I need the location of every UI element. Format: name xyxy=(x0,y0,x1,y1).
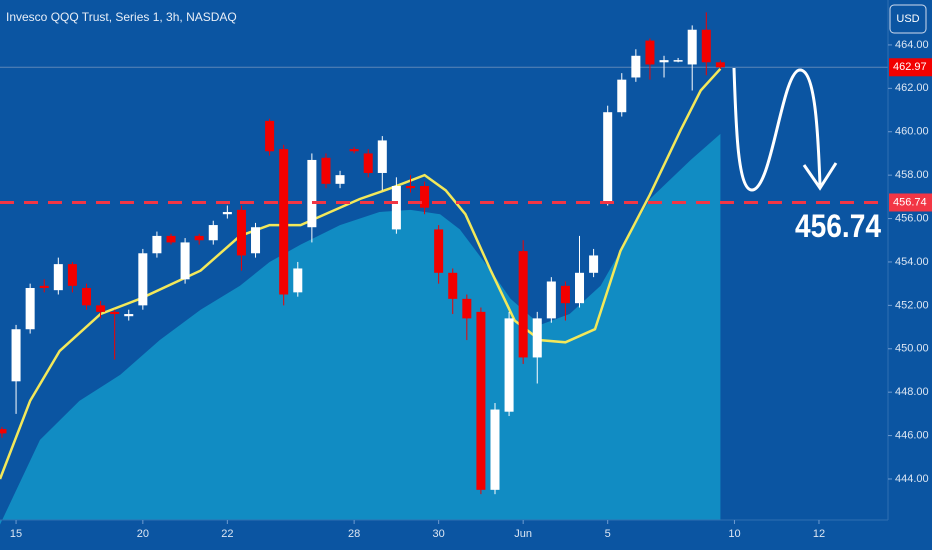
candle-body xyxy=(11,329,21,382)
candle-body xyxy=(715,62,725,68)
candle-body xyxy=(321,157,331,184)
candle-body xyxy=(405,185,415,189)
candle-body xyxy=(420,185,430,208)
candle-body xyxy=(377,140,387,173)
candle-body xyxy=(504,318,514,412)
y-tick-label: 444.00 xyxy=(895,473,929,485)
candle-body xyxy=(490,409,500,490)
y-tick-label: 454.00 xyxy=(895,256,929,268)
candle-body xyxy=(138,253,148,306)
candle-body xyxy=(687,29,697,65)
x-tick-label: 5 xyxy=(605,528,611,540)
candle-body xyxy=(603,112,613,202)
x-tick-label: Jun xyxy=(514,528,532,540)
candle-body xyxy=(39,285,49,288)
candle-body xyxy=(335,175,345,184)
y-tick-label: 460.00 xyxy=(895,126,929,138)
candle-body xyxy=(448,272,458,299)
x-tick-label: 12 xyxy=(813,528,825,540)
candle-body xyxy=(251,227,261,254)
y-tick-label: 464.00 xyxy=(895,39,929,51)
candle-body xyxy=(67,264,77,286)
x-tick-label: 10 xyxy=(728,528,740,540)
candle-body xyxy=(25,287,35,330)
candle-body xyxy=(0,429,7,434)
candle-body xyxy=(53,264,63,291)
candle-body xyxy=(462,298,472,319)
candle-body xyxy=(631,55,641,78)
y-tick-label: 456.00 xyxy=(895,212,929,224)
candle-body xyxy=(81,287,91,306)
candle-body xyxy=(293,268,303,293)
candle-body xyxy=(673,60,683,62)
x-tick-label: 30 xyxy=(433,528,445,540)
currency-button[interactable] xyxy=(889,4,927,34)
last-price-box xyxy=(889,58,932,77)
candle-body xyxy=(236,209,246,256)
candle-body xyxy=(645,40,655,65)
last-price-label: 462.97 xyxy=(893,61,927,73)
candle-body xyxy=(166,235,176,243)
candle-body xyxy=(701,29,711,63)
y-tick-label: 458.00 xyxy=(895,169,929,181)
candle-body xyxy=(589,255,599,273)
candle-body xyxy=(152,235,162,254)
candle-body xyxy=(518,251,528,358)
candle-body xyxy=(546,281,556,319)
x-tick-label: 28 xyxy=(348,528,360,540)
y-tick-label: 450.00 xyxy=(895,343,929,355)
candle-body xyxy=(391,185,401,230)
forecast-arrow xyxy=(732,67,822,192)
chart-title: Invesco QQQ Trust, Series 1, 3h, NASDAQ xyxy=(6,10,237,24)
candle-body xyxy=(575,272,585,304)
level-annotation: 456.74 xyxy=(795,208,881,244)
candle-body xyxy=(560,285,570,304)
candle-body xyxy=(617,79,627,113)
candle-body xyxy=(532,318,542,358)
plot-area xyxy=(0,12,888,525)
candle-body xyxy=(476,311,486,490)
candle-body xyxy=(194,235,204,241)
candle-body xyxy=(307,159,317,228)
candle-body xyxy=(110,311,120,315)
candle-body xyxy=(363,153,373,173)
y-tick-label: 446.00 xyxy=(895,429,929,441)
candle-body xyxy=(434,229,444,273)
candle-body xyxy=(208,225,218,241)
x-tick-label: 15 xyxy=(10,528,22,540)
y-tick-label: 448.00 xyxy=(895,386,929,398)
candle-body xyxy=(222,212,232,215)
candle-body xyxy=(96,305,106,312)
y-tick-label: 452.00 xyxy=(895,299,929,311)
candle-body xyxy=(124,314,134,317)
candle-body xyxy=(659,60,669,63)
ma-area xyxy=(0,133,721,525)
forecast-arrowhead xyxy=(802,162,838,191)
candle-body xyxy=(349,149,359,152)
y-tick-label: 462.00 xyxy=(895,82,929,94)
x-tick-label: 20 xyxy=(137,528,149,540)
level-price-box xyxy=(889,193,932,212)
candle-body xyxy=(180,242,190,280)
candle-body xyxy=(279,149,289,295)
currency-label: USD xyxy=(896,13,919,25)
x-tick-label: 22 xyxy=(221,528,233,540)
level-price-label: 456.74 xyxy=(893,196,927,208)
candle-body xyxy=(265,120,275,152)
